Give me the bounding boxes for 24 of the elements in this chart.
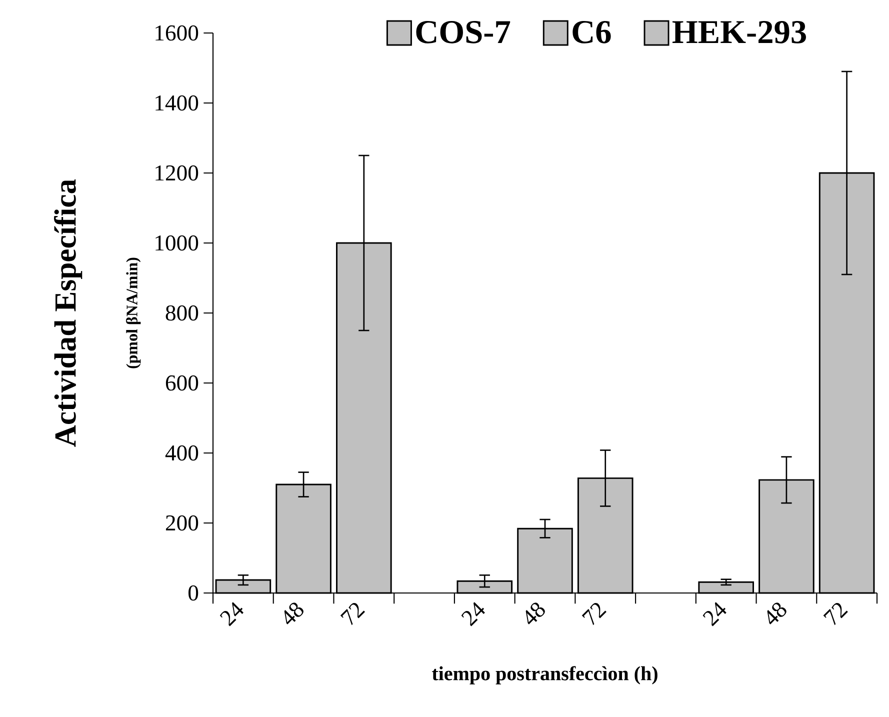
x-tick-label: 72: [340, 603, 366, 626]
y-tick-label: 800: [166, 305, 198, 321]
x-tick-label: 24: [702, 602, 726, 626]
x-tick-label: 48: [284, 602, 304, 624]
y-axis-title: Actividad Específica: [54, 179, 82, 447]
y-tick-label: 400: [165, 445, 198, 461]
x-tick-label: 72: [582, 603, 606, 626]
x-tick-label: 24: [220, 602, 244, 626]
y-tick-label: 200: [166, 515, 198, 531]
y-tick-label: 1600: [156, 25, 198, 41]
y-tick-label: 1000: [156, 235, 198, 251]
x-axis-title: tiempo postransfeccìon (h): [432, 666, 658, 684]
y-tick-label: 0: [188, 585, 198, 601]
x-tick-label: 72: [823, 603, 848, 626]
x-tick-label: 48: [526, 602, 545, 624]
x-tick-label: 48: [767, 602, 786, 624]
legend-label: HEK-293: [672, 20, 806, 44]
legend-label: C6: [572, 20, 611, 44]
x-tick-label: 24: [461, 602, 485, 626]
legend-label: COS-7: [416, 20, 510, 44]
text: (pmol βNA/min): [126, 258, 141, 368]
y-tick-label: 1400: [156, 95, 198, 111]
y-tick-label: 1200: [156, 165, 198, 181]
y-tick-label: 600: [166, 375, 198, 391]
